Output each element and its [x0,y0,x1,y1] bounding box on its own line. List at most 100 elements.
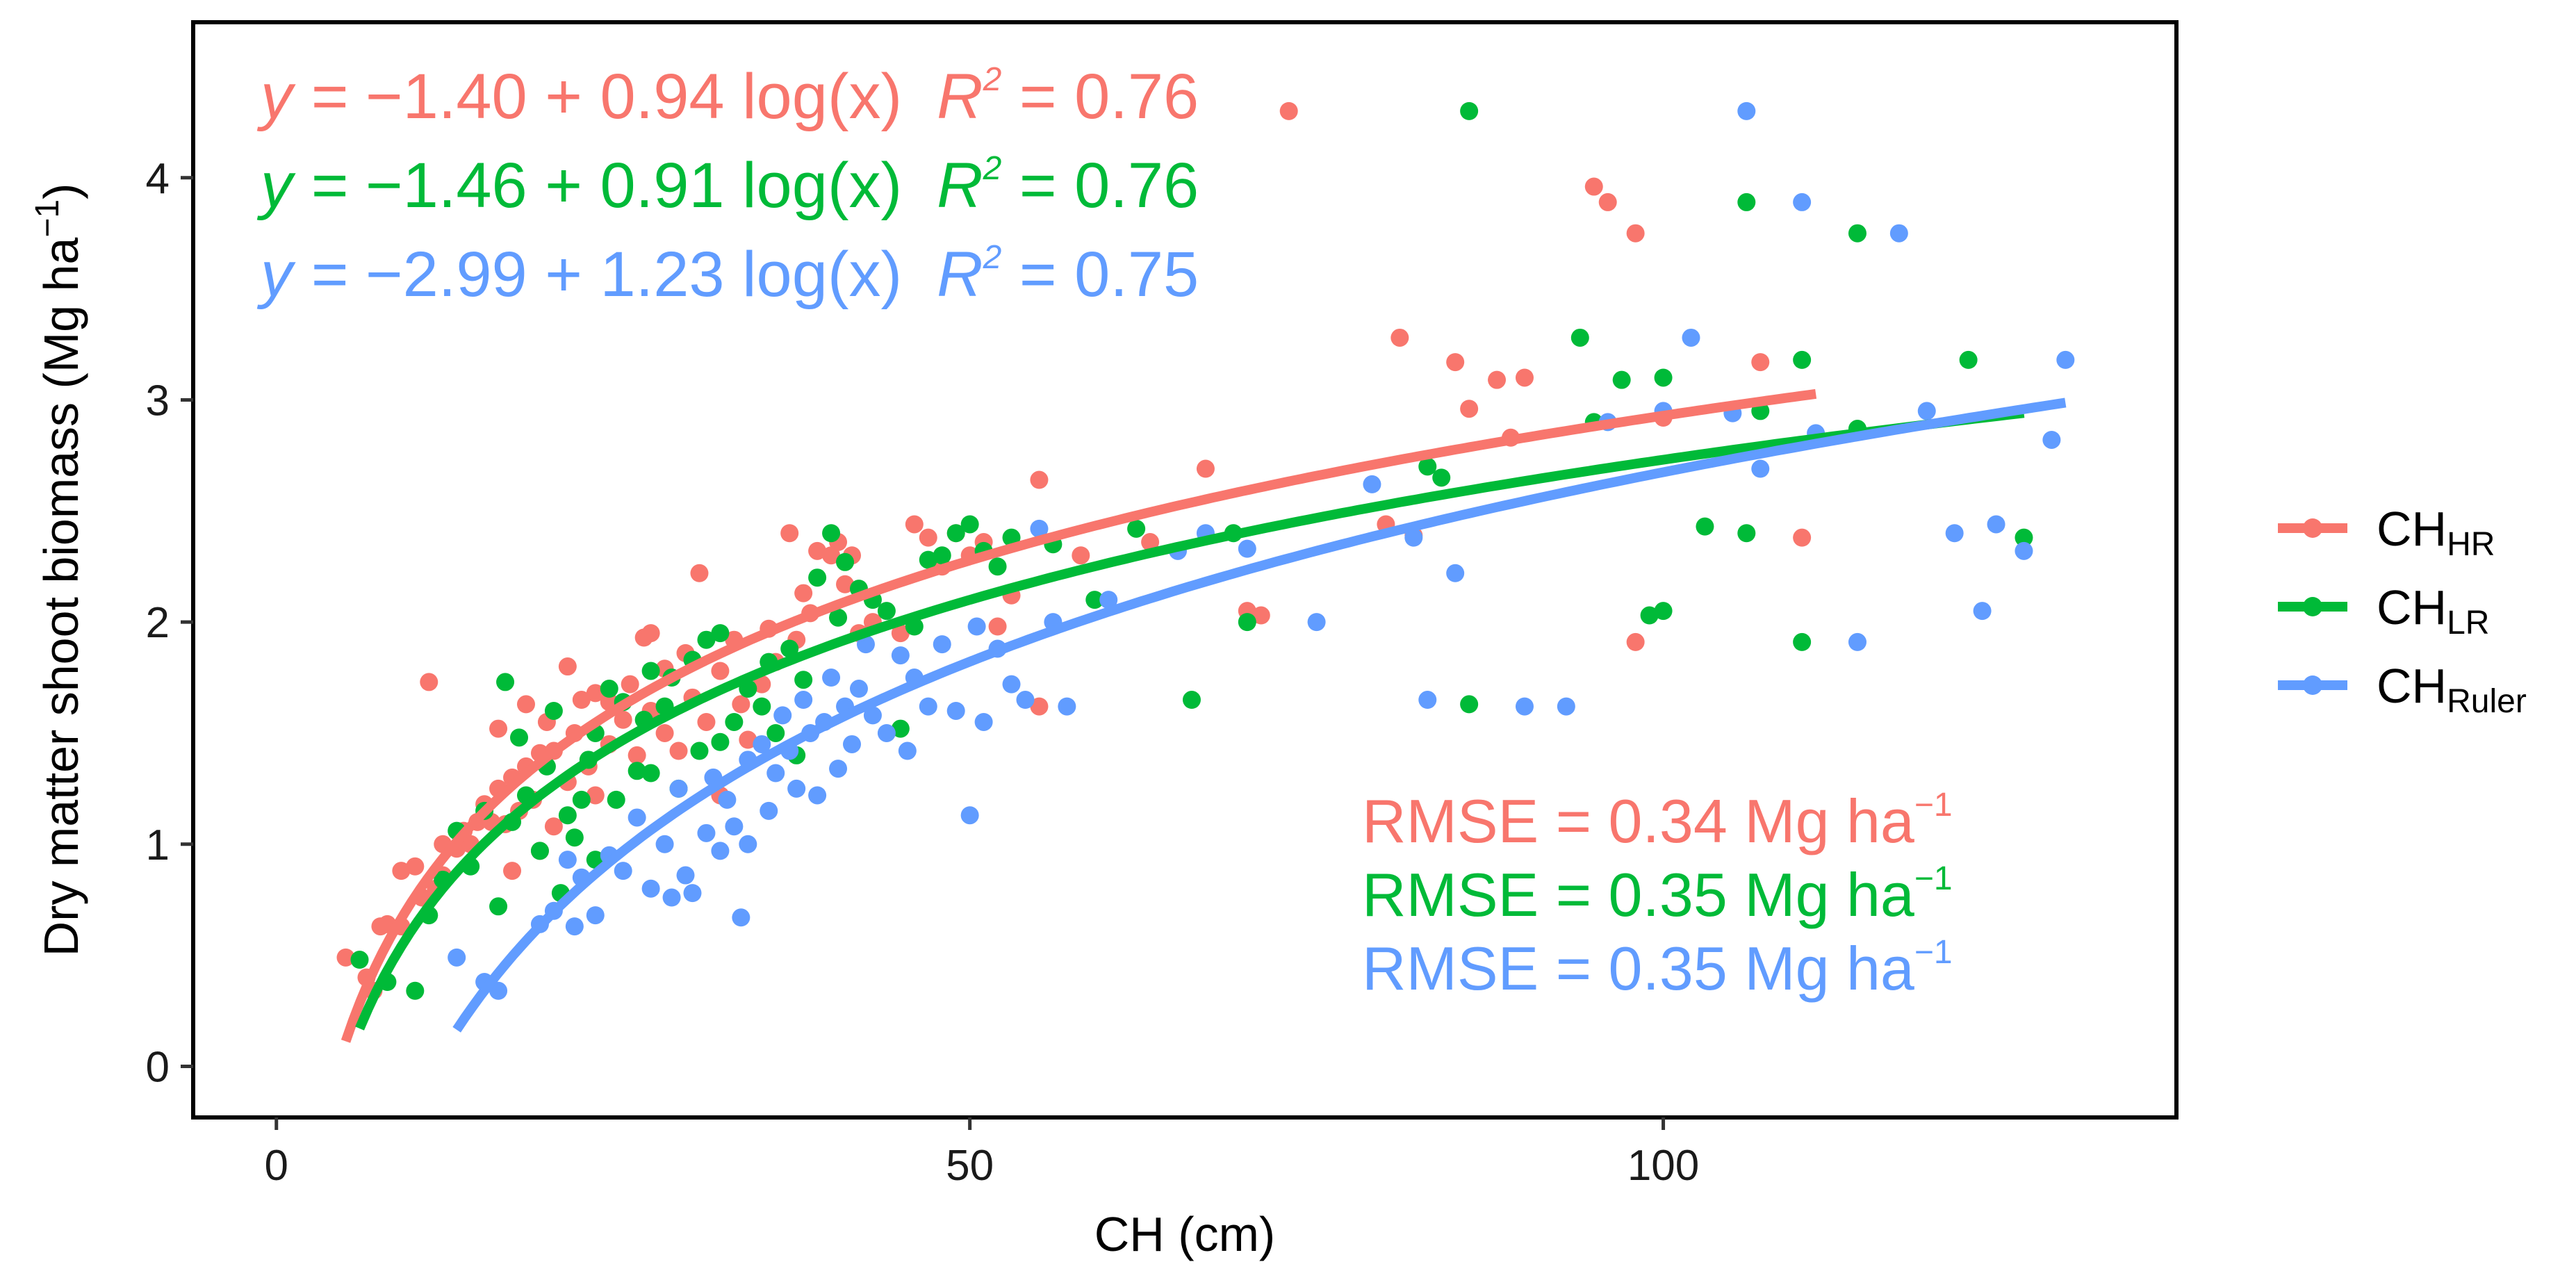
data-point [725,712,744,731]
data-point [1987,515,2005,534]
data-point [1917,402,1936,420]
data-point [1793,528,1812,547]
data-point [697,823,716,842]
data-point [766,723,785,742]
data-point [933,546,951,565]
legend-dot-ruler [2303,675,2322,695]
data-point [967,617,986,636]
data-point [1418,691,1437,710]
data-point [627,808,646,827]
data-point [544,701,563,720]
data-point [1460,101,1479,120]
data-point [766,764,785,782]
data-point [1252,606,1270,625]
data-point [1002,675,1021,694]
data-point [1793,350,1812,369]
data-point [662,888,681,907]
data-point [863,706,882,725]
data-point [586,786,605,805]
data-point [1307,613,1326,632]
data-point [1141,533,1160,552]
data-point [836,575,855,593]
data-point [808,568,827,587]
data-point [829,608,848,627]
data-point [974,712,993,731]
legend-label-lr: CHLR [2377,580,2489,641]
data-point [856,635,875,654]
y-tick-label: 1 [146,821,170,869]
data-point [496,673,515,691]
data-point [1654,368,1673,387]
data-point [607,790,625,809]
legend-item-ruler: CHRuler [2278,659,2527,720]
data-point [1515,697,1534,716]
data-point [697,712,716,731]
data-point [1460,400,1479,418]
data-point [1488,370,1507,389]
x-tick-label: 50 [946,1142,994,1190]
data-point [655,835,674,853]
data-point [1737,101,1756,120]
data-point [753,675,771,694]
data-point [773,706,792,725]
x-tick-label: 100 [1627,1142,1699,1190]
data-point [1737,524,1756,543]
data-point [406,981,425,1000]
legend: CHHR CHLR CHRuler [2278,502,2527,720]
data-point [843,735,862,753]
data-point [2015,541,2033,560]
data-point [1446,564,1465,582]
data-point [1404,528,1423,547]
data-point [780,639,799,658]
data-point [794,671,813,689]
data-point [586,906,605,925]
y-axis-ticks: 0 1 2 3 4 [146,155,193,1091]
legend-label-ruler: CHRuler [2377,659,2527,720]
data-point [898,741,917,760]
data-point [1751,353,1770,372]
legend-dot-hr [2303,518,2322,538]
y-tick-label: 4 [146,155,170,203]
data-point [676,866,695,885]
data-point [1640,606,1659,625]
data-point [1793,192,1812,211]
data-point [1945,524,1964,543]
data-point [822,524,841,543]
legend-dot-lr [2303,597,2322,616]
data-point [836,552,855,571]
data-point [1446,353,1465,372]
data-point [711,624,730,643]
equation-lr: y = −1.46 + 0.91 log(x) R2 = 0.76 [256,150,1199,221]
data-point [392,862,411,880]
data-point [1238,613,1256,632]
data-point [627,762,646,780]
data-point [1099,591,1118,609]
data-point [891,624,910,643]
data-point [1085,591,1104,609]
data-point [1654,602,1673,621]
x-tick-label: 0 [265,1142,288,1190]
data-point [350,951,369,969]
data-point [946,701,965,720]
data-point [1737,192,1756,211]
data-point [572,790,591,809]
data-point [1848,632,1867,651]
legend-label-hr: CHHR [2377,502,2495,563]
data-point [406,857,425,876]
data-point [1848,224,1867,243]
data-point [739,730,757,749]
x-axis-title: CH (cm) [1094,1207,1275,1261]
data-point [794,584,813,602]
fit-line-lr [355,408,2025,1031]
data-point [1432,468,1451,487]
data-point [572,691,591,710]
data-point [725,817,744,836]
data-point [891,646,910,665]
data-point [760,801,778,820]
y-tick-label: 0 [146,1043,170,1091]
data-point [1016,691,1035,710]
data-point [753,735,771,753]
data-point [614,862,632,880]
data-point [753,697,771,716]
